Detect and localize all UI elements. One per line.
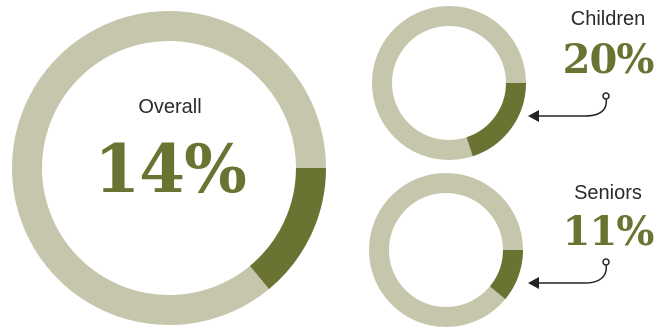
children-label: Children — [570, 8, 646, 30]
seniors-callout-arrow — [528, 258, 610, 289]
children-callout-arrow — [528, 92, 610, 122]
seniors-arrow-line — [534, 263, 608, 284]
seniors-donut-fill — [489, 249, 523, 300]
overall-donut-fill — [249, 167, 326, 289]
seniors-arrow-head — [528, 277, 539, 289]
children-value: 20% — [562, 36, 655, 83]
children-arrow-line — [534, 97, 608, 117]
seniors-value: 11% — [562, 208, 655, 255]
seniors-donut — [369, 173, 523, 327]
seniors-donut-track — [369, 173, 523, 327]
children-donut — [372, 6, 526, 160]
seniors-arrow-dot — [602, 258, 610, 266]
children-arrow-head — [528, 110, 539, 122]
overall-value: 14% — [94, 130, 247, 208]
overall-donut — [12, 11, 326, 325]
seniors-label: Seniors — [574, 182, 642, 204]
overall-label: Overall — [138, 96, 202, 118]
children-donut-fill — [466, 82, 526, 157]
children-arrow-dot — [602, 92, 610, 100]
